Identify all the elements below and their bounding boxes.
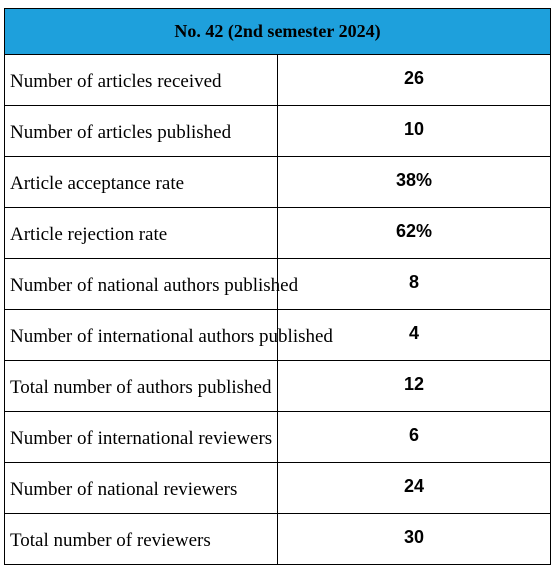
- table-row: Number of articles received 26: [4, 54, 551, 106]
- row-value-national-reviewers: 24: [277, 462, 551, 514]
- row-label-total-reviewers: Total number of reviewers: [4, 513, 278, 565]
- statistics-table: No. 42 (2nd semester 2024) Number of art…: [4, 8, 551, 565]
- row-value-total-reviewers: 30: [277, 513, 551, 565]
- row-label-national-authors: Number of national authors published: [4, 258, 298, 310]
- table-row: Article acceptance rate 38%: [4, 156, 551, 208]
- row-label-national-reviewers: Number of national reviewers: [4, 462, 278, 514]
- row-value-total-authors: 12: [277, 360, 551, 412]
- row-label-international-authors: Number of international authors publishe…: [4, 309, 333, 361]
- row-value-international-authors: 4: [277, 309, 551, 361]
- table-row: Number of national reviewers 24: [4, 462, 551, 514]
- row-label-acceptance-rate: Article acceptance rate: [4, 156, 278, 208]
- table-row: Total number of authors published 12: [4, 360, 551, 412]
- row-label-articles-published: Number of articles published: [4, 105, 278, 157]
- table-row: Number of national authors published 8: [4, 258, 551, 310]
- row-value-rejection-rate: 62%: [277, 207, 551, 259]
- table-row: Number of international authors publishe…: [4, 309, 551, 361]
- row-value-national-authors: 8: [277, 258, 551, 310]
- table-row: Total number of reviewers 30: [4, 513, 551, 565]
- row-value-acceptance-rate: 38%: [277, 156, 551, 208]
- table-row: Article rejection rate 62%: [4, 207, 551, 259]
- row-value-articles-published: 10: [277, 105, 551, 157]
- table-title: No. 42 (2nd semester 2024): [4, 8, 551, 55]
- row-value-international-reviewers: 6: [277, 411, 551, 463]
- table-row: Number of international reviewers 6: [4, 411, 551, 463]
- row-label-international-reviewers: Number of international reviewers: [4, 411, 278, 463]
- table-row: Number of articles published 10: [4, 105, 551, 157]
- row-label-total-authors: Total number of authors published: [4, 360, 278, 412]
- row-value-articles-received: 26: [277, 54, 551, 106]
- row-label-rejection-rate: Article rejection rate: [4, 207, 278, 259]
- row-label-articles-received: Number of articles received: [4, 54, 278, 106]
